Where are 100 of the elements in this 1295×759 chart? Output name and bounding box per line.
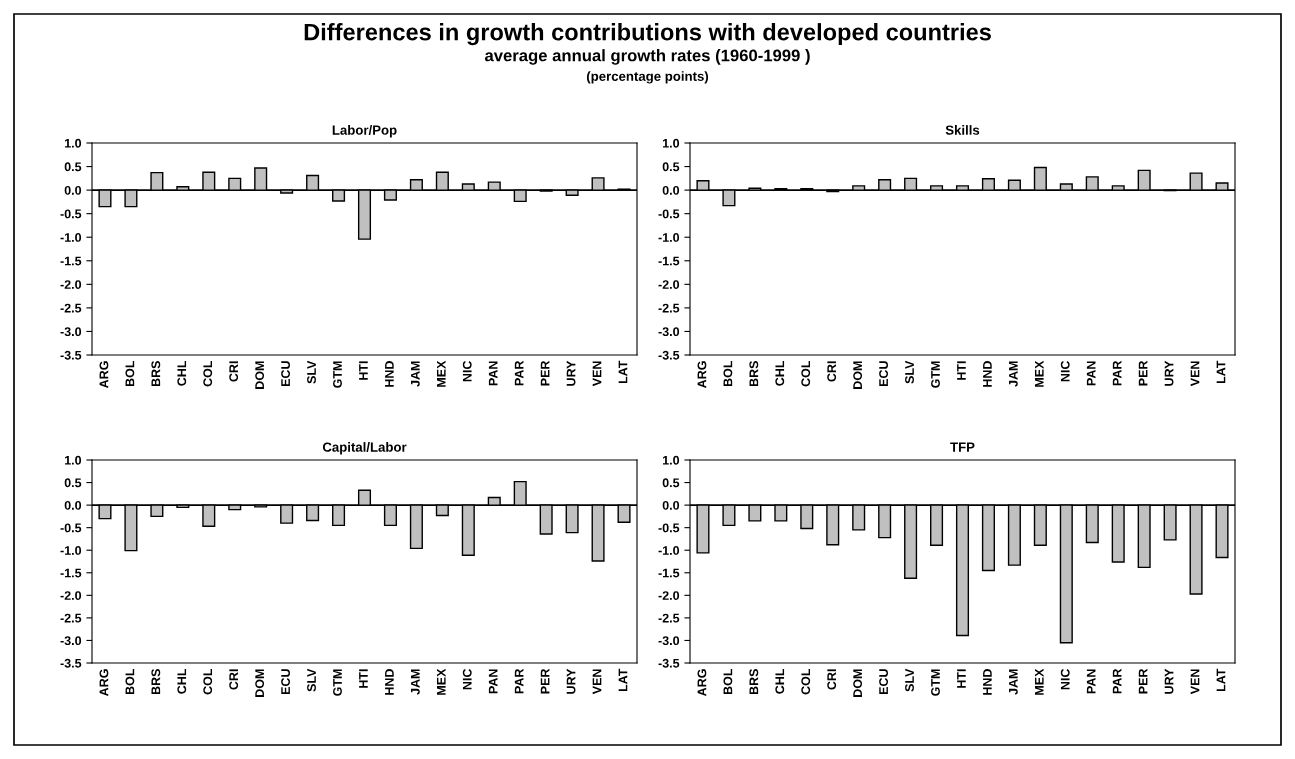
y-tick-label: -2.0	[658, 591, 680, 600]
y-tick-label: -2.5	[60, 303, 82, 313]
y-tick-label: -1.5	[60, 256, 82, 266]
x-tick-label: PER	[1138, 360, 1148, 386]
x-tick-label: URY	[1164, 668, 1174, 694]
y-tick-label: 0.0	[64, 185, 82, 195]
x-tick-label: MEX	[1034, 360, 1044, 387]
x-tick-label: PAN	[488, 669, 498, 694]
x-tick-label: NIC	[462, 668, 472, 690]
x-tick-label: HND	[385, 669, 394, 695]
x-tick-label: URY	[1164, 360, 1174, 386]
x-tick-label: HTI	[359, 361, 368, 380]
x-tick-label: GTM	[931, 669, 940, 696]
x-tick-label: PAN	[1086, 669, 1096, 694]
x-tick-label: CRI	[827, 361, 837, 382]
chart-title: TFP	[950, 442, 975, 452]
x-tick-label: PER	[540, 668, 550, 694]
x-tick-label: COL	[801, 668, 811, 695]
x-tick-label: BRS	[749, 669, 759, 695]
y-tick-label: 0.5	[64, 162, 82, 172]
x-tick-label: PAN	[488, 361, 498, 386]
x-tick-label: VEN	[592, 669, 602, 695]
x-tick-label: ARG	[99, 361, 109, 389]
x-tick-label: BRS	[749, 361, 759, 387]
y-tick-label: -2.0	[60, 591, 82, 600]
y-tick-label: -1.0	[60, 546, 82, 555]
x-tick-label: PAR	[1112, 360, 1122, 386]
x-tick-label: DOM	[853, 669, 863, 697]
x-tick-label: CHL	[177, 360, 187, 386]
x-tick-label: ARG	[99, 669, 109, 697]
x-tick-label: BRS	[151, 669, 161, 695]
x-tick-label: PER	[1138, 668, 1148, 694]
text: Differences in growth contributions with developed countries	[304, 23, 991, 46]
y-tick-label: 0.5	[64, 478, 82, 488]
y-tick-label: -3.5	[658, 658, 680, 668]
x-tick-label: CHL	[775, 360, 785, 386]
x-tick-label: GTM	[333, 361, 342, 388]
y-tick-label: -0.5	[60, 523, 82, 533]
y-tick-label: -3.0	[658, 636, 680, 646]
y-tick-label: 0.5	[662, 162, 680, 172]
x-tick-label: PAR	[514, 668, 524, 694]
y-tick-label: -3.5	[658, 350, 680, 360]
x-tick-label: URY	[566, 360, 576, 386]
chart-title: Labor/Pop	[332, 125, 397, 138]
x-tick-label: BOL	[723, 668, 733, 695]
x-tick-label: HTI	[957, 361, 966, 380]
x-tick-label: SLV	[905, 668, 914, 692]
x-tick-label: CRI	[229, 361, 239, 382]
y-tick-label: -1.5	[658, 256, 680, 266]
x-tick-label: HTI	[359, 669, 368, 688]
y-tick-label: -2.5	[60, 613, 82, 623]
x-tick-label: MEX	[1034, 668, 1044, 695]
x-tick-label: NIC	[1060, 360, 1070, 382]
x-tick-label: DOM	[255, 669, 265, 697]
x-tick-label: JAM	[1009, 361, 1018, 387]
y-tick-label: -2.0	[60, 280, 82, 289]
y-tick-label: 0.0	[662, 500, 680, 510]
x-tick-label: CRI	[827, 669, 837, 690]
y-tick-label: 0.0	[662, 185, 680, 195]
x-tick-label: VEN	[1190, 361, 1200, 387]
x-tick-label: HTI	[957, 669, 966, 688]
x-tick-label: COL	[203, 668, 213, 695]
x-tick-label: HND	[983, 361, 992, 387]
y-tick-label: -1.5	[60, 568, 82, 578]
x-tick-label: SLV	[307, 360, 316, 384]
x-tick-label: LAT	[618, 360, 628, 384]
x-tick-label: LAT	[618, 668, 628, 692]
chart-title: Skills	[945, 125, 980, 135]
y-tick-label: -0.5	[658, 523, 680, 533]
x-tick-label: PAR	[514, 360, 524, 386]
x-tick-label: VEN	[592, 361, 602, 387]
x-tick-label: ARG	[697, 361, 707, 389]
x-tick-label: JAM	[1009, 669, 1018, 695]
x-tick-label: VEN	[1190, 669, 1200, 695]
x-tick-label: PER	[540, 360, 550, 386]
x-tick-label: JAM	[411, 669, 420, 695]
x-tick-label: NIC	[1060, 668, 1070, 690]
text: average annual growth rates (1960-1999 )	[484, 49, 810, 65]
x-tick-label: BOL	[125, 668, 135, 695]
y-tick-label: -3.5	[60, 350, 82, 360]
y-tick-label: -1.0	[658, 233, 680, 242]
x-tick-label: ARG	[697, 669, 707, 697]
x-tick-label: CHL	[775, 668, 785, 694]
x-tick-label: JAM	[411, 361, 420, 387]
x-tick-label: HND	[983, 669, 992, 695]
x-tick-label: PAN	[1086, 361, 1096, 386]
y-tick-label: -3.0	[60, 327, 82, 337]
y-tick-label: 1.0	[663, 455, 680, 465]
y-tick-label: -1.0	[658, 546, 680, 555]
x-tick-label: LAT	[1216, 360, 1226, 384]
y-tick-label: -0.5	[60, 209, 82, 219]
x-tick-label: MEX	[436, 360, 446, 387]
x-tick-label: URY	[566, 668, 576, 694]
x-tick-label: ECU	[879, 669, 888, 695]
x-tick-label: GTM	[333, 669, 342, 696]
x-tick-label: CHL	[177, 668, 187, 694]
x-tick-label: BRS	[151, 361, 161, 387]
y-tick-label: -1.0	[60, 233, 82, 242]
y-tick-label: -3.0	[658, 327, 680, 337]
x-tick-label: CRI	[229, 669, 239, 690]
